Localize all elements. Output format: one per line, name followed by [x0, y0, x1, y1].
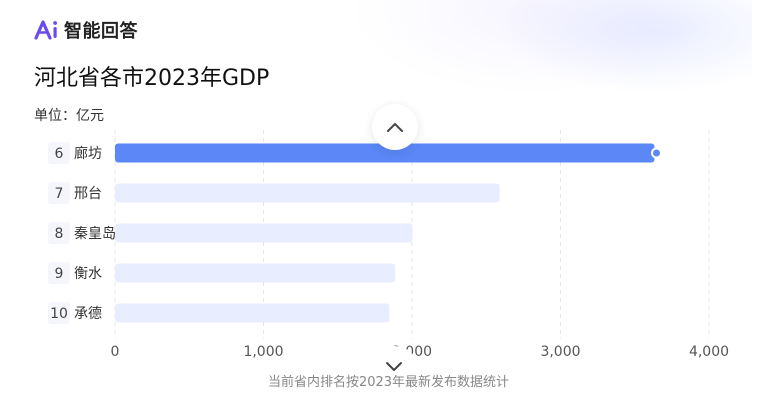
data-source-note: 当前省内排名按2023年最新发布数据统计	[267, 375, 510, 390]
rank-badge	[48, 222, 70, 244]
rank-badge	[48, 262, 70, 284]
collapse-button[interactable]	[372, 104, 418, 150]
chevron-down-icon	[385, 357, 403, 376]
rank-badge	[48, 142, 70, 164]
rank-badge	[48, 302, 70, 324]
unit-label: 单位：亿元	[34, 108, 104, 124]
bar	[115, 263, 396, 283]
category-label: 承德	[74, 306, 102, 322]
bar	[115, 183, 500, 203]
x-tick-label: 3,000	[540, 344, 580, 360]
rank-badge	[48, 182, 70, 204]
rank-number: 8	[55, 226, 64, 242]
category-label: 衡水	[74, 266, 102, 282]
expand-button[interactable]	[371, 346, 417, 386]
bar	[115, 223, 413, 243]
bar	[115, 303, 390, 323]
rank-number: 6	[55, 146, 64, 162]
bar-end-marker	[651, 147, 663, 159]
rank-number: 10	[50, 306, 68, 322]
rank-number: 9	[55, 266, 64, 282]
chevron-up-icon	[386, 118, 404, 137]
rank-number: 7	[55, 186, 64, 202]
x-tick-label: 1,000	[243, 344, 283, 360]
brand-name: 智能回答	[64, 21, 138, 42]
category-label: 邢台	[74, 186, 102, 202]
brand-header: 智能回答	[34, 18, 138, 42]
bar	[115, 143, 655, 163]
chart-title: 河北省各市2023年GDP	[34, 66, 270, 91]
x-tick-label: 0	[111, 344, 120, 360]
ai-logo-icon	[34, 19, 60, 41]
category-label: 秦皇岛	[74, 226, 116, 242]
category-label: 廊坊	[74, 145, 102, 162]
answer-card: 智能回答 河北省各市2023年GDP 单位：亿元 0 1,000 2,000 3,00…	[12, 0, 752, 403]
x-tick-label: 4,000	[689, 344, 729, 360]
